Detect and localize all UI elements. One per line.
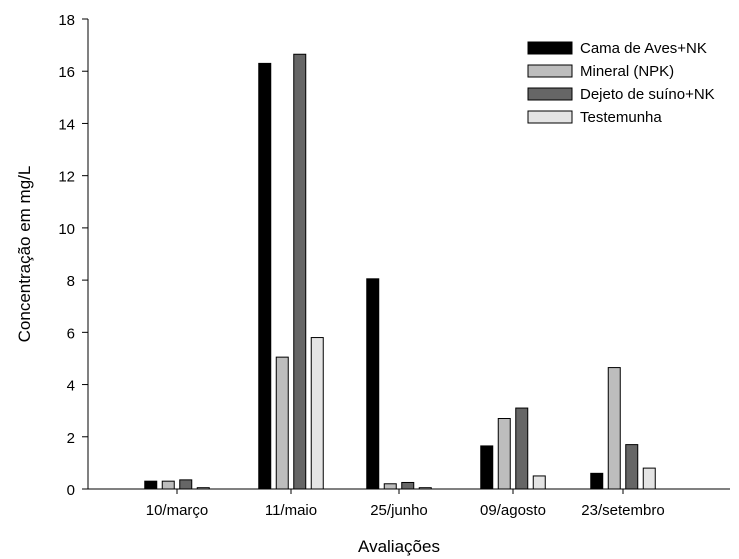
y-tick-label: 8 [67,273,75,290]
legend-label: Cama de Aves+NK [580,40,707,57]
x-tick-label: 23/setembro [581,502,664,519]
bar [310,337,324,490]
bar [625,444,639,490]
legend-swatch [527,41,573,55]
legend-swatch [527,87,573,101]
bar [642,467,656,490]
bar [161,480,175,490]
y-tick-label: 12 [58,169,75,186]
bar [532,475,546,490]
bar [497,418,511,490]
legend: Cama de Aves+NK Mineral (NPK) Dejeto de su… [527,40,715,126]
x-tick-label: 10/março [146,502,209,519]
legend-label: Mineral (NPK) [580,63,674,80]
y-axis-label: Concentração em mg/L [15,166,34,343]
y-tick-label: 18 [58,12,75,29]
bar [590,472,604,490]
bar [418,487,432,490]
bar [607,367,621,490]
legend-label: Dejeto de suíno+NK [580,86,715,103]
legend-label: Testemunha [580,109,662,126]
y-tick-label: 2 [67,430,75,447]
x-tick-label: 09/agosto [480,502,546,519]
bar [179,479,193,490]
y-tick-label: 14 [58,116,75,133]
bar [275,356,289,490]
y-tick-label: 16 [58,64,75,81]
x-ticks: 10/março 11/maio 25/junho 09/agosto 23/setem… [146,489,665,519]
bar [401,481,415,490]
bar [383,483,397,490]
bar [258,62,272,490]
y-tick-label: 10 [58,221,75,238]
x-tick-label: 11/maio [265,502,317,519]
bar [144,480,158,490]
y-tick-label: 4 [67,378,75,395]
y-tick-label: 6 [67,325,75,342]
bar [480,445,494,490]
x-tick-label: 25/junho [370,502,428,519]
bar [515,407,529,490]
legend-swatch [527,110,573,124]
x-axis-label: Avaliações [358,537,440,556]
bar [293,53,307,490]
bars [144,53,656,490]
legend-swatch [527,64,573,78]
y-ticks: 0 2 4 6 8 10 12 14 16 18 [58,12,88,499]
bar [366,278,380,490]
bar [196,487,210,490]
y-tick-label: 0 [67,482,75,499]
